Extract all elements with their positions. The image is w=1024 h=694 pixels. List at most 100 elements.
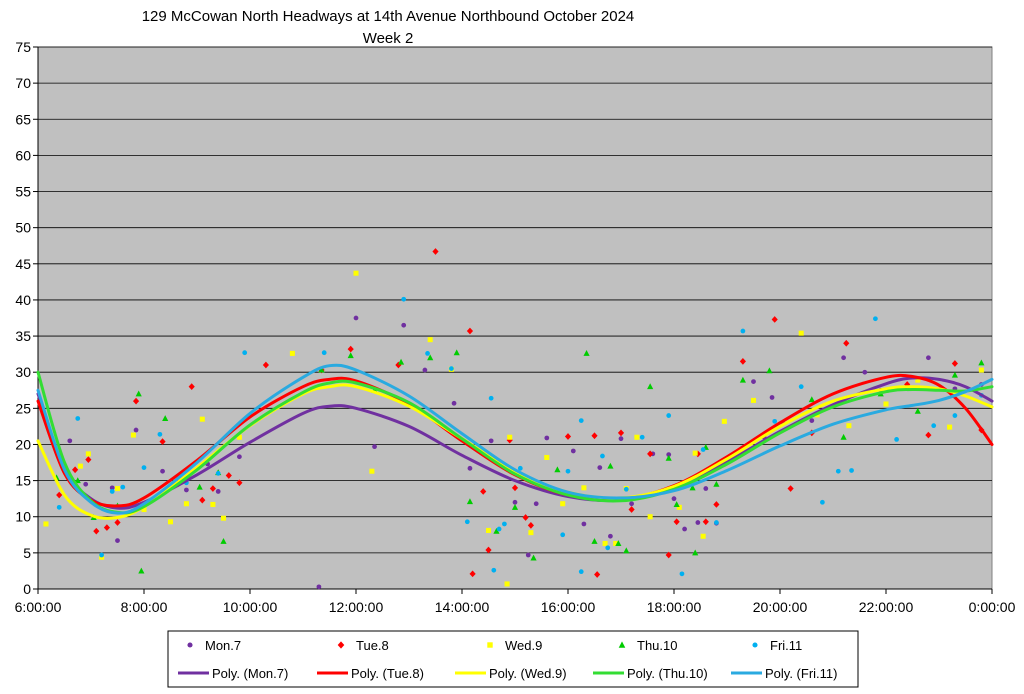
trendline-poly-thu-10 — [36, 370, 994, 515]
data-point-thu-10 — [530, 554, 537, 561]
data-point-thu-10 — [689, 484, 696, 491]
trendline-poly-mon-7 — [36, 376, 994, 510]
x-tick-label: 6:00:00 — [15, 599, 62, 615]
data-point-fri-11 — [517, 465, 523, 471]
data-point-fri-11 — [215, 470, 221, 476]
data-point-fri-11 — [849, 468, 854, 473]
data-point-wed-9 — [289, 350, 295, 356]
data-point-mon-7 — [109, 485, 115, 491]
data-point-wed-9 — [700, 533, 706, 539]
data-point-mon-7 — [618, 436, 624, 442]
data-point-fri-11 — [798, 384, 804, 390]
data-point-thu-10 — [511, 503, 519, 510]
data-point-mon-7 — [67, 438, 73, 444]
y-tick-label: 20 — [15, 436, 31, 452]
data-point-fri-11 — [578, 569, 584, 575]
data-point-fri-11 — [894, 437, 899, 442]
data-point-mon-7 — [769, 395, 775, 400]
legend-label: Poly. (Fri.11) — [765, 666, 837, 681]
legend-marker-wed-9 — [487, 642, 493, 648]
data-point-wed-9 — [647, 514, 653, 520]
data-point-tue-8 — [787, 485, 794, 492]
data-point-fri-11 — [639, 434, 645, 440]
data-point-mon-7 — [512, 499, 518, 505]
trendline-poly-tue-8 — [36, 373, 994, 508]
data-point-tue-8 — [925, 431, 932, 439]
x-tick-label: 12:00:00 — [329, 599, 384, 615]
legend-label: Poly. (Mon.7) — [212, 666, 288, 681]
data-point-wed-9 — [141, 506, 147, 513]
data-point-mon-7 — [215, 489, 221, 494]
data-point-tue-8 — [628, 506, 635, 513]
data-point-fri-11 — [464, 519, 470, 525]
data-point-fri-11 — [157, 431, 163, 437]
data-point-tue-8 — [591, 432, 598, 440]
data-point-thu-10 — [427, 354, 434, 361]
y-tick-label: 25 — [15, 400, 31, 416]
legend-label: Poly. (Tue.8) — [351, 666, 424, 681]
data-point-thu-10 — [665, 454, 672, 461]
data-point-fri-11 — [321, 350, 327, 356]
data-point-fri-11 — [931, 423, 937, 429]
data-point-fri-11 — [449, 366, 454, 371]
data-point-thu-10 — [74, 477, 81, 484]
data-point-fri-11 — [488, 395, 494, 401]
data-point-tue-8 — [85, 456, 92, 464]
data-point-fri-11 — [835, 468, 841, 474]
data-point-tue-8 — [56, 491, 63, 499]
data-point-wed-9 — [504, 581, 510, 587]
chart-subtitle: Week 2 — [363, 30, 414, 47]
data-point-wed-9 — [798, 330, 804, 336]
y-tick-label: 55 — [15, 184, 31, 200]
data-point-mon-7 — [451, 400, 457, 406]
data-point-mon-7 — [467, 465, 473, 471]
y-tick-label: 0 — [23, 581, 31, 597]
data-point-tue-8 — [466, 327, 474, 335]
data-point-wed-9 — [613, 540, 619, 546]
data-point-thu-10 — [583, 350, 590, 356]
data-point-mon-7 — [133, 427, 139, 433]
data-point-tue-8 — [199, 496, 206, 504]
legend-label: Tue.8 — [356, 638, 389, 653]
data-point-fri-11 — [56, 504, 62, 510]
y-tick-label: 70 — [15, 75, 31, 91]
data-point-fri-11 — [740, 328, 746, 334]
data-point-fri-11 — [425, 351, 430, 356]
data-point-wed-9 — [77, 463, 83, 469]
data-point-mon-7 — [629, 501, 634, 507]
data-point-fri-11 — [578, 418, 584, 423]
data-point-tue-8 — [114, 519, 121, 526]
data-point-mon-7 — [401, 322, 407, 328]
data-point-tue-8 — [564, 433, 572, 440]
x-tick-label: 8:00:00 — [121, 599, 168, 615]
data-point-fri-11 — [565, 468, 571, 474]
data-point-tue-8 — [347, 345, 354, 353]
data-point-wed-9 — [544, 454, 550, 460]
data-point-thu-10 — [493, 527, 500, 534]
data-point-wed-9 — [883, 401, 889, 407]
data-point-tue-8 — [469, 570, 476, 578]
data-point-thu-10 — [453, 349, 460, 356]
plot-area — [37, 46, 993, 590]
data-point-thu-10 — [220, 537, 227, 544]
legend: Mon.7 Tue.8 Wed.9 Thu.10 Fri.11 Poly. (Mon.7)… — [167, 630, 859, 688]
data-point-mon-7 — [751, 379, 756, 384]
legend-label: Thu.10 — [637, 638, 677, 653]
data-point-tue-8 — [617, 429, 625, 437]
data-point-thu-10 — [739, 376, 746, 383]
data-point-fri-11 — [714, 520, 719, 525]
data-point-mon-7 — [525, 552, 531, 558]
y-tick-label: 45 — [15, 256, 31, 272]
legend-label: Poly. (Thu.10) — [627, 666, 708, 681]
data-point-tue-8 — [511, 484, 519, 492]
data-point-wed-9 — [676, 504, 682, 510]
legend-box — [167, 630, 859, 688]
data-point-tue-8 — [739, 358, 746, 365]
data-point-fri-11 — [605, 545, 611, 551]
data-point-wed-9 — [750, 397, 757, 403]
data-point-wed-9 — [43, 521, 49, 527]
data-point-fri-11 — [99, 552, 104, 558]
data-point-thu-10 — [162, 415, 169, 421]
data-point-mon-7 — [581, 521, 587, 527]
